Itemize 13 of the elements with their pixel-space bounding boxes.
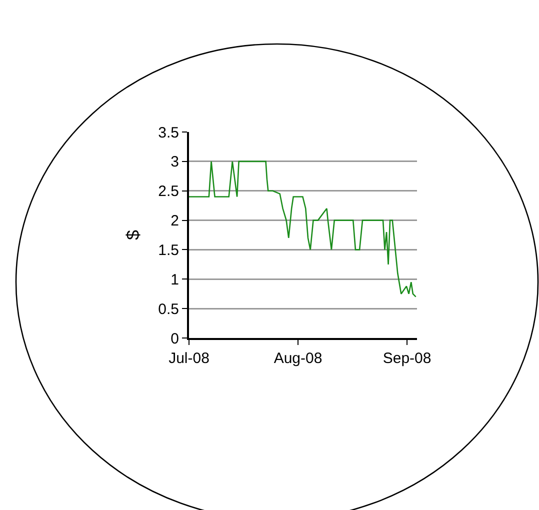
x-tick-label: Aug-08 (274, 350, 322, 367)
y-tick-label: 3.5 (158, 124, 179, 142)
y-tick-label: 2 (170, 212, 179, 230)
y-tick-label: 2.5 (158, 183, 179, 200)
y-tick-label: 0 (170, 330, 179, 348)
x-tick-label: Jul-08 (168, 350, 210, 367)
line-series (189, 160, 416, 298)
x-tick-label: Sep-08 (382, 350, 432, 367)
y-tick-label: 1 (170, 271, 179, 288)
y-tick-label: 0.5 (158, 300, 179, 318)
y-tick-label: 1.5 (158, 242, 179, 259)
y-axis-title: $ (122, 230, 143, 240)
y-tick-label: 3 (170, 154, 179, 171)
